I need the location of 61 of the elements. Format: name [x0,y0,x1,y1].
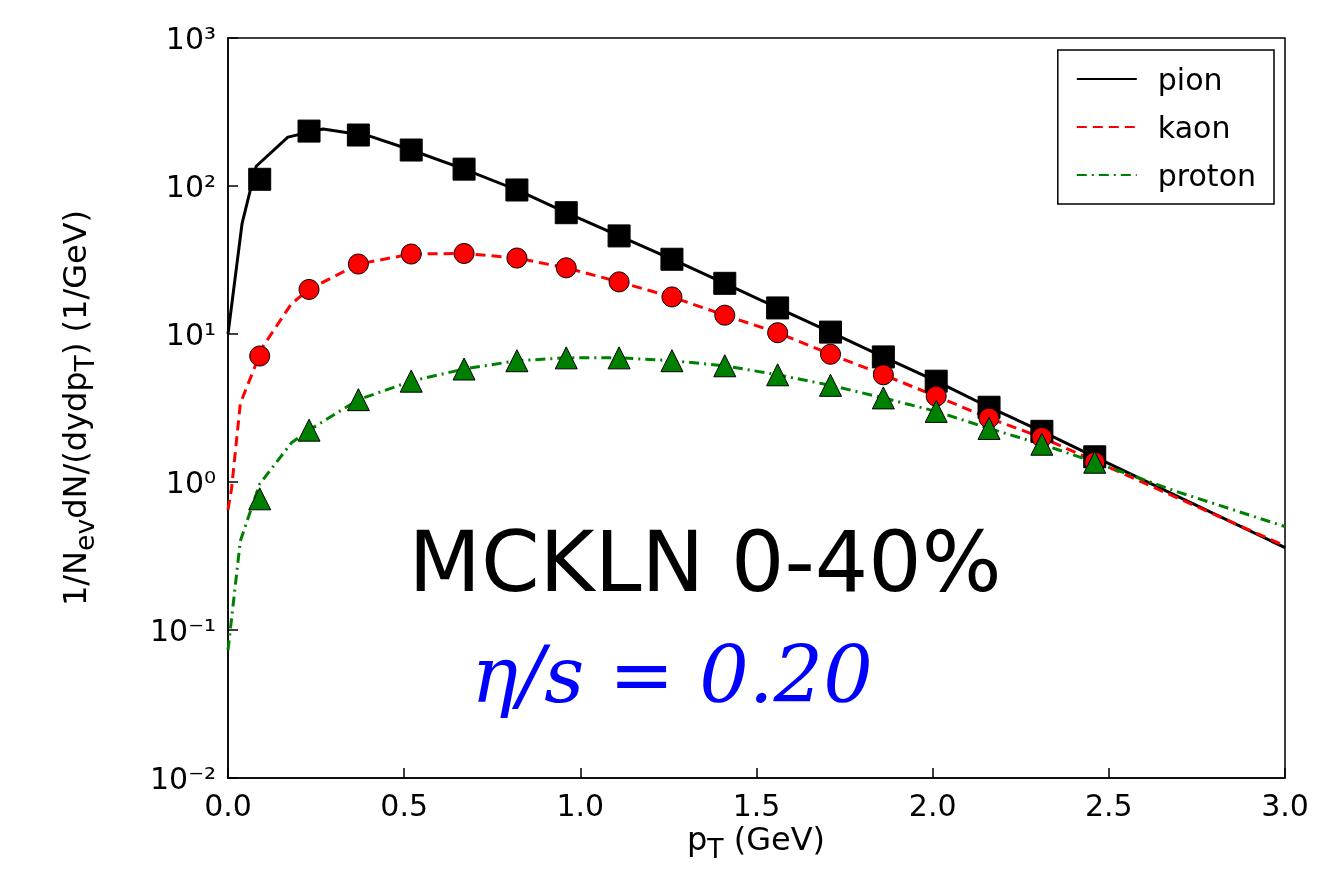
x-tick-label: 2.0 [908,787,957,823]
y-tick-label: 10² [165,168,216,204]
point [346,123,370,147]
y-tick-label: 10⁰ [165,464,216,500]
point [871,345,895,369]
point [1030,432,1054,456]
point [554,346,578,370]
point [924,399,948,423]
x-tick-label: 0.5 [380,787,429,823]
x-tick-label: 1.5 [732,787,781,823]
point [249,345,271,367]
annotation: η/s = 0.20 [471,630,873,720]
point [400,243,422,265]
point [820,343,841,365]
point [607,346,631,370]
point [346,388,370,412]
point [453,242,475,264]
point [767,322,789,344]
x-tick-label: 2.5 [1084,787,1133,823]
point [297,418,321,442]
point [248,167,272,191]
point [977,416,1001,440]
point [297,119,321,143]
point [452,357,476,381]
point [505,178,529,202]
point [607,224,631,248]
legend-label: proton [1157,157,1256,193]
point [555,257,577,279]
point [298,278,320,300]
legend-label: pion [1157,61,1223,97]
point [766,296,790,320]
point [872,364,894,386]
y-tick-label: 10³ [165,20,216,56]
point [452,157,476,181]
x-tick-label: 3.0 [1261,787,1309,823]
point [506,247,528,269]
x-axis-title: p$_{T}$ (GeV) [686,820,826,864]
y-tick-label: 10¹ [165,316,216,352]
point [661,286,683,308]
point [714,304,736,326]
point [554,201,578,225]
point [925,385,947,407]
annotation: MCKLN 0-40% [408,513,1002,611]
point [608,271,630,293]
point [248,487,272,511]
point [766,363,790,387]
point [399,369,423,393]
point [713,354,737,378]
point [347,253,369,275]
point [660,349,684,373]
point [818,320,842,344]
legend-label: kaon [1157,109,1231,145]
point [713,271,737,295]
y-tick-label: 10⁻¹ [149,612,216,648]
point [818,373,842,397]
point [399,138,423,162]
x-tick-label: 1.0 [556,787,605,823]
point [871,386,895,410]
point [660,247,684,271]
point [505,349,529,373]
x-tick-label: 0.0 [204,787,252,823]
